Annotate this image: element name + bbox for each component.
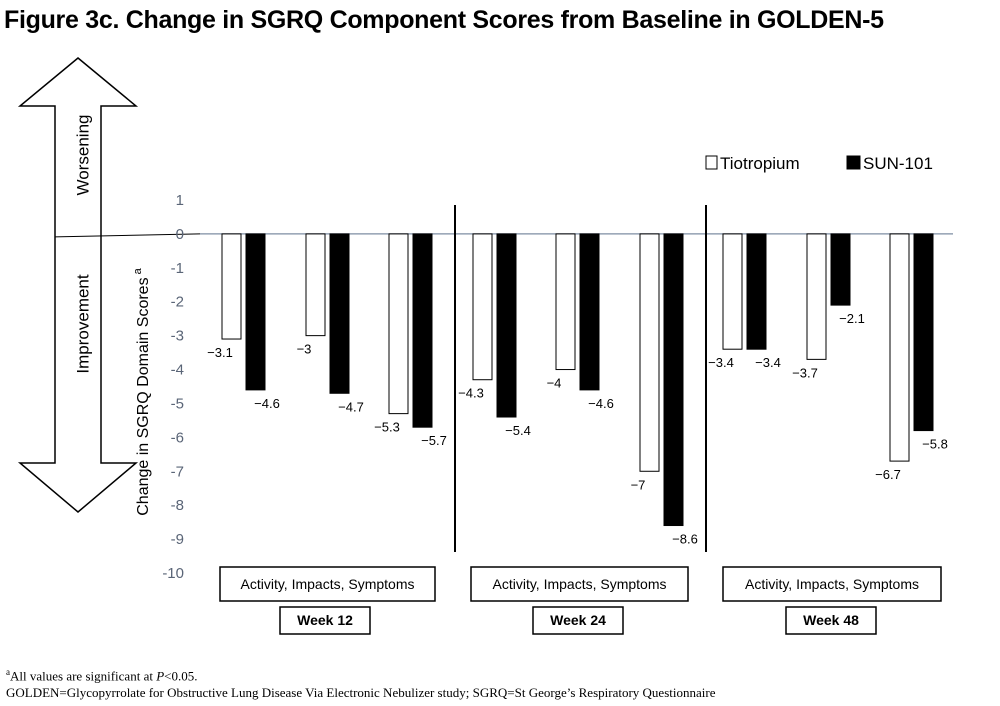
- week-box: [785, 606, 877, 635]
- bar-sun-101: [329, 233, 350, 394]
- category-label: Activity, Impacts, Symptoms: [241, 576, 415, 592]
- bar-sun-101: [913, 233, 934, 432]
- data-label: −3.7: [792, 365, 818, 380]
- data-label: −4.6: [588, 396, 614, 411]
- figure-title: Figure 3c. Change in SGRQ Component Scor…: [4, 6, 884, 34]
- significance-footnote: aAll values are significant at P<0.05.: [6, 664, 715, 684]
- bar-tiotropium: [388, 233, 409, 415]
- data-label: −6.7: [875, 467, 901, 482]
- y-tick-label: -4: [171, 362, 184, 379]
- data-label: −3.4: [755, 355, 781, 370]
- bar-sun-101: [496, 233, 517, 418]
- data-labels: −3.1 −3 −5.3 −4.3 −4 −7 −3.4 −3.7 −6.7 −4.6 −4.7 −5…: [207, 311, 948, 546]
- bar-tiotropium: [555, 233, 576, 371]
- bar-tiotropium: [889, 233, 910, 462]
- bar-tiotropium: [472, 233, 493, 381]
- bar-sun-101: [245, 233, 266, 391]
- week-box: [279, 606, 371, 635]
- week-box: [532, 606, 624, 635]
- legend-swatch-sun-101: [846, 155, 861, 170]
- p-symbol: P: [156, 668, 165, 684]
- y-tick-label: -5: [171, 395, 184, 412]
- worsening-label: Worsening: [73, 115, 92, 196]
- y-axis: Change in SGRQ Domain Scores a 1 0 -1 -2 -3 -4…: [54, 192, 953, 582]
- bars: [221, 233, 934, 527]
- category-label: Activity, Impacts, Symptoms: [745, 576, 919, 592]
- bar-tiotropium: [639, 233, 660, 472]
- data-label: −5.4: [505, 423, 531, 438]
- data-label: −5.7: [421, 433, 447, 448]
- y-axis-label: Change in SGRQ Domain Scores a: [132, 267, 152, 515]
- legend-swatch-tiotropium: [705, 155, 718, 170]
- category-box: [219, 566, 436, 602]
- data-label: −3: [297, 342, 312, 357]
- zero-pointer-line: [54, 233, 201, 238]
- data-label: −4.6: [254, 396, 280, 411]
- footnotes: aAll values are significant at P<0.05. G…: [6, 664, 715, 701]
- improvement-label: Improvement: [73, 274, 92, 373]
- data-label: −5.8: [922, 437, 948, 452]
- data-label: −8.6: [672, 532, 698, 547]
- category-box: [722, 566, 942, 602]
- y-tick-label: 1: [176, 192, 184, 209]
- legend-label-sun-101: SUN-101: [863, 154, 933, 173]
- group-labels: Activity, Impacts, Symptoms Week 12 Activi…: [219, 566, 942, 635]
- y-tick-label: -6: [171, 429, 184, 446]
- data-label: −7: [631, 477, 646, 492]
- y-tick-label: -1: [171, 260, 184, 277]
- legend-label-tiotropium: Tiotropium: [720, 154, 800, 173]
- week-label: Week 24: [550, 612, 606, 628]
- bar-tiotropium: [806, 233, 827, 360]
- week-label: Week 12: [297, 612, 353, 628]
- bar-tiotropium: [305, 233, 326, 337]
- legend: Tiotropium SUN-101: [705, 154, 933, 173]
- y-tick-label: -2: [171, 294, 184, 311]
- bar-sun-101: [830, 233, 851, 306]
- significance-threshold: <0.05.: [164, 668, 198, 684]
- y-tick-label: -9: [171, 531, 184, 548]
- bar-sun-101: [746, 233, 767, 350]
- significance-text: All values are significant at: [10, 668, 157, 684]
- data-label: −2.1: [839, 311, 865, 326]
- data-label: −4: [547, 376, 562, 391]
- bar-tiotropium: [722, 233, 743, 350]
- y-tick-label: -10: [162, 565, 184, 582]
- category-box: [470, 566, 689, 602]
- y-tick-label: -3: [171, 328, 184, 345]
- data-label: −3.1: [207, 345, 233, 360]
- category-label: Activity, Impacts, Symptoms: [493, 576, 667, 592]
- week-label: Week 48: [803, 612, 859, 628]
- y-tick-label: 0: [176, 226, 184, 243]
- abbreviations-footnote: GOLDEN=Glycopyrrolate for Obstructive Lu…: [6, 685, 716, 701]
- direction-arrow: Worsening Improvement: [17, 57, 139, 513]
- y-tick-label: -8: [171, 497, 184, 514]
- chart-area: Worsening Improvement Change in SGRQ Doma…: [17, 57, 953, 635]
- y-tick-label: -7: [171, 463, 184, 480]
- double-arrow-shape: [17, 57, 139, 513]
- bar-sun-101: [663, 233, 684, 527]
- data-label: −5.3: [374, 420, 400, 435]
- bar-sun-101: [579, 233, 600, 391]
- footnote-marker: a: [6, 667, 10, 677]
- data-label: −4.3: [458, 386, 484, 401]
- data-label: −3.4: [708, 355, 734, 370]
- bar-sun-101: [412, 233, 433, 428]
- data-label: −4.7: [338, 399, 364, 414]
- bar-tiotropium: [221, 233, 242, 340]
